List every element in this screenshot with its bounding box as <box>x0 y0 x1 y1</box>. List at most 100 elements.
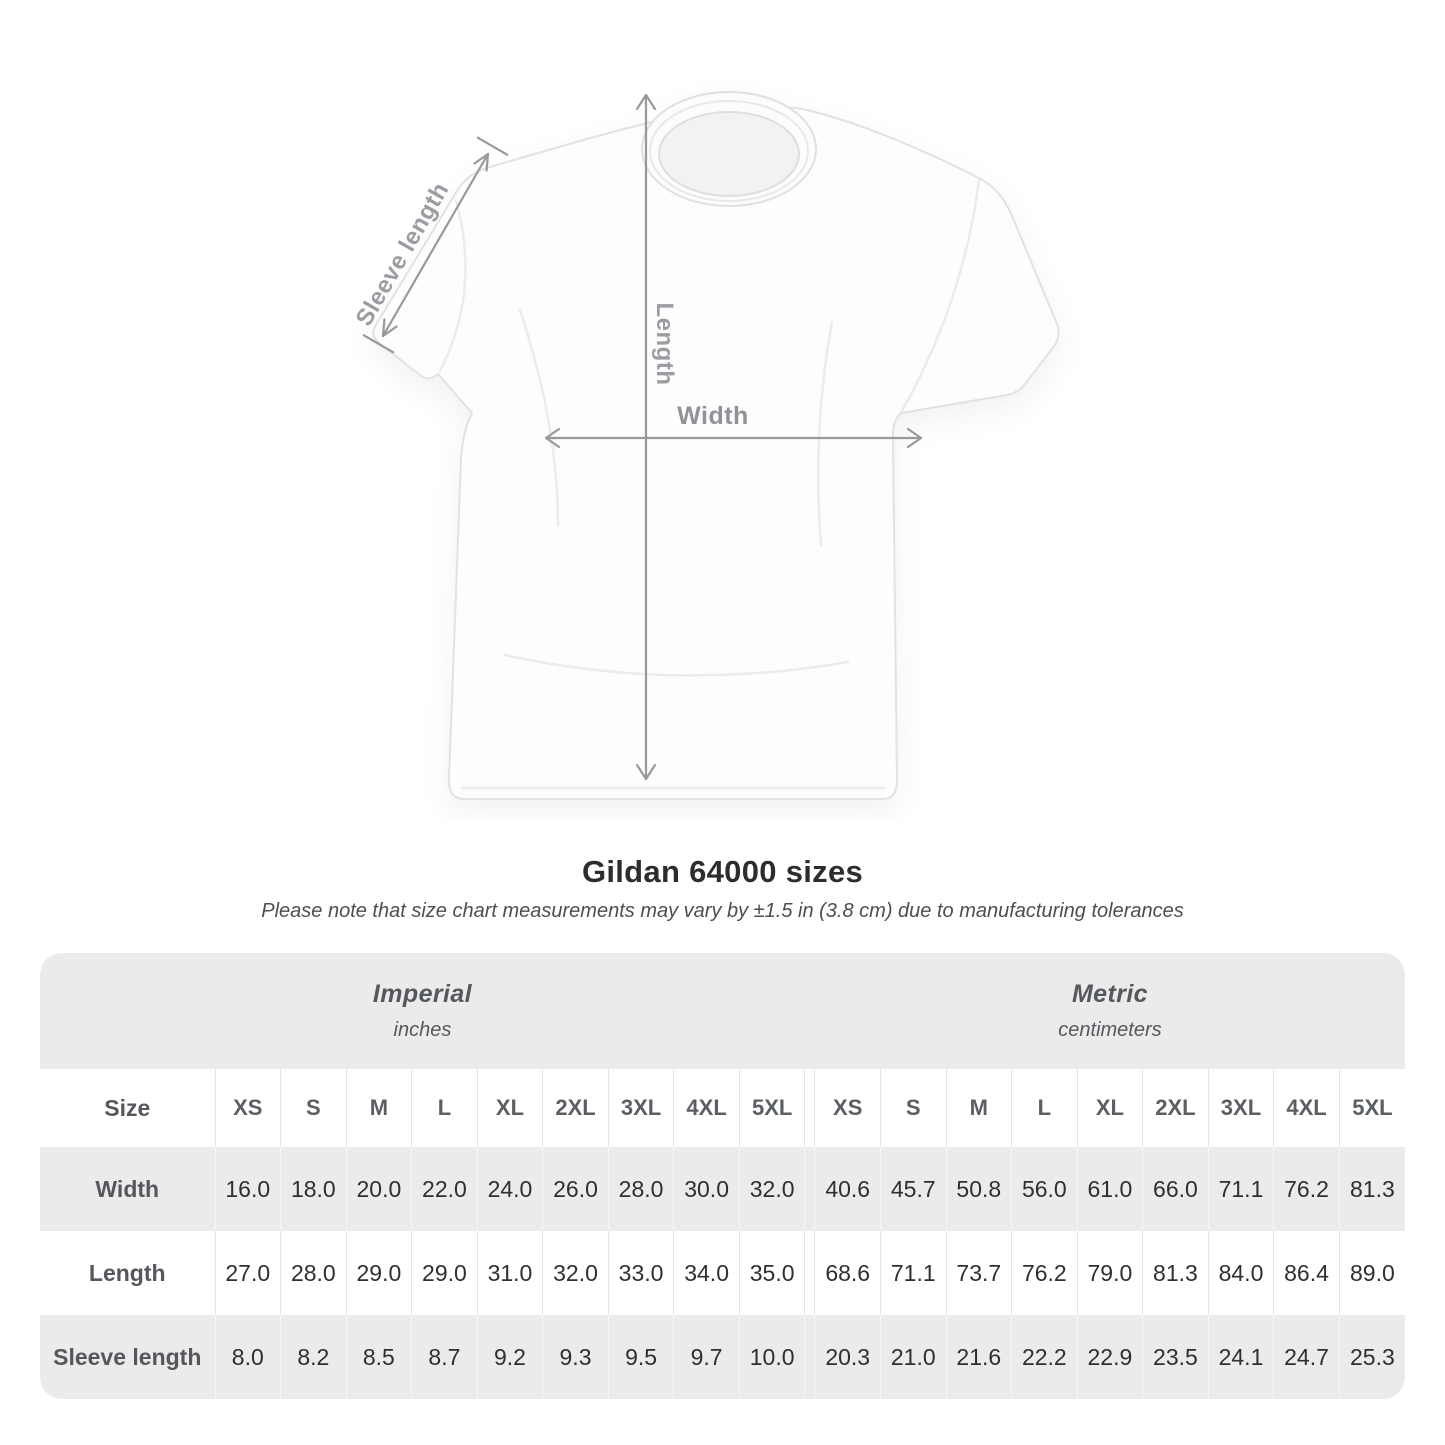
size-value-cell: 68.6 <box>814 1231 881 1315</box>
length-label: Length <box>651 303 678 386</box>
size-value-cell: 8.5 <box>345 1315 412 1399</box>
table-row: Width 16.0 18.0 20.0 22.0 24.0 26.0 28.0 30.0 32.… <box>40 1147 1405 1231</box>
size-value-cell: 28.0 <box>607 1147 674 1231</box>
width-label: Width <box>677 402 749 430</box>
row-label: Width <box>40 1147 215 1231</box>
group-gap <box>804 1069 815 1147</box>
size-value-cell: 22.9 <box>1076 1315 1143 1399</box>
size-value-cell: 56.0 <box>1011 1147 1078 1231</box>
metric-unit-label: centimeters <box>1058 1019 1162 1041</box>
tolerance-note: Please note that size chart measurements… <box>261 900 1184 922</box>
size-table: Imperial inches Metric centimeters Size … <box>40 953 1405 1399</box>
size-value-cell: 24.0 <box>476 1147 543 1231</box>
size-value-cell: 32.0 <box>738 1147 805 1231</box>
width-arrow <box>544 427 923 449</box>
size-value-cell: 22.2 <box>1011 1315 1078 1399</box>
size-column-header: 4XL <box>1273 1069 1340 1147</box>
size-column-header: 3XL <box>607 1069 674 1147</box>
size-value-cell: 89.0 <box>1338 1231 1405 1315</box>
size-value-cell: 81.3 <box>1142 1231 1209 1315</box>
size-value-cell: 73.7 <box>945 1231 1012 1315</box>
size-value-cell: 76.2 <box>1273 1147 1340 1231</box>
unit-header-row: Imperial inches Metric centimeters <box>40 953 1405 1069</box>
size-column-header: XL <box>1076 1069 1143 1147</box>
size-value-cell: 32.0 <box>542 1231 609 1315</box>
size-value-cell: 79.0 <box>1076 1231 1143 1315</box>
group-gap <box>804 1231 815 1315</box>
imperial-unit-label: inches <box>393 1019 452 1041</box>
size-value-cell: 71.1 <box>1207 1147 1274 1231</box>
table-row: Length 27.0 28.0 29.0 29.0 31.0 32.0 33.0 34.0 35… <box>40 1231 1405 1315</box>
size-column-header: XL <box>476 1069 543 1147</box>
size-column-header: S <box>879 1069 947 1147</box>
size-column-header: L <box>411 1069 478 1147</box>
size-value-cell: 29.0 <box>411 1231 478 1315</box>
size-value-cell: 16.0 <box>214 1147 281 1231</box>
size-value-cell: 8.0 <box>214 1315 281 1399</box>
size-column-header: M <box>345 1069 412 1147</box>
shirt-diagram: Sleeve length Length Width <box>351 91 1060 800</box>
size-value-cell: 26.0 <box>542 1147 609 1231</box>
size-value-cell: 10.0 <box>738 1315 805 1399</box>
size-value-cell: 66.0 <box>1142 1147 1209 1231</box>
unit-header-metric: Metric centimeters <box>814 953 1405 1069</box>
page-title: Gildan 64000 sizes <box>581 854 864 889</box>
tshirt-graphic <box>372 91 1060 800</box>
size-value-cell: 27.0 <box>214 1231 281 1315</box>
size-value-cell: 9.7 <box>673 1315 740 1399</box>
size-value-cell: 35.0 <box>738 1231 805 1315</box>
unit-header-imperial: Imperial inches <box>40 953 805 1069</box>
size-value-cell: 18.0 <box>280 1147 347 1231</box>
imperial-label: Imperial <box>372 980 472 1008</box>
size-value-cell: 20.3 <box>814 1315 881 1399</box>
size-column-header: L <box>1011 1069 1078 1147</box>
size-column-header: XS <box>214 1069 281 1147</box>
size-value-cell: 76.2 <box>1011 1231 1078 1315</box>
group-gap <box>804 953 815 1069</box>
size-value-cell: 40.6 <box>814 1147 881 1231</box>
size-value-cell: 21.6 <box>945 1315 1012 1399</box>
size-value-cell: 21.0 <box>879 1315 947 1399</box>
collar-opening <box>658 111 800 197</box>
size-value-cell: 28.0 <box>280 1231 347 1315</box>
metric-label: Metric <box>1071 980 1148 1008</box>
size-value-cell: 9.3 <box>542 1315 609 1399</box>
size-column-header: 5XL <box>738 1069 805 1147</box>
size-value-cell: 25.3 <box>1338 1315 1405 1399</box>
group-gap <box>804 1315 815 1399</box>
size-value-cell: 20.0 <box>345 1147 412 1231</box>
size-value-cell: 9.2 <box>476 1315 543 1399</box>
size-value-cell: 30.0 <box>673 1147 740 1231</box>
size-value-cell: 34.0 <box>673 1231 740 1315</box>
size-value-cell: 8.2 <box>280 1315 347 1399</box>
size-value-cell: 31.0 <box>476 1231 543 1315</box>
size-column-header: 2XL <box>542 1069 609 1147</box>
size-value-cell: 24.7 <box>1273 1315 1340 1399</box>
size-column-header: 5XL <box>1338 1069 1405 1147</box>
sleeve-length-arrow <box>362 136 509 354</box>
size-column-header: 4XL <box>673 1069 740 1147</box>
size-header-row: Size XS S M L XL 2XL 3XL 4XL 5XL XS S M L XL 2XL 3XL 4XL… <box>40 1069 1405 1147</box>
row-label: Sleeve length <box>40 1315 215 1399</box>
size-column-header: 3XL <box>1207 1069 1274 1147</box>
size-column-title: Size <box>40 1069 215 1147</box>
size-value-cell: 84.0 <box>1207 1231 1274 1315</box>
size-value-cell: 23.5 <box>1142 1315 1209 1399</box>
row-label: Length <box>40 1231 215 1315</box>
size-value-cell: 81.3 <box>1338 1147 1405 1231</box>
size-value-cell: 8.7 <box>411 1315 478 1399</box>
size-column-header: 2XL <box>1142 1069 1209 1147</box>
size-value-cell: 61.0 <box>1076 1147 1143 1231</box>
size-value-cell: 22.0 <box>411 1147 478 1231</box>
size-value-cell: 86.4 <box>1273 1231 1340 1315</box>
size-column-header: S <box>280 1069 347 1147</box>
size-column-header: XS <box>814 1069 881 1147</box>
size-value-cell: 71.1 <box>879 1231 947 1315</box>
group-gap <box>804 1147 815 1231</box>
size-value-cell: 33.0 <box>607 1231 674 1315</box>
size-value-cell: 50.8 <box>945 1147 1012 1231</box>
size-value-cell: 24.1 <box>1207 1315 1274 1399</box>
size-column-header: M <box>945 1069 1012 1147</box>
table-row: Sleeve length 8.0 8.2 8.5 8.7 9.2 9.3 9.5 9.7 10.… <box>40 1315 1405 1399</box>
